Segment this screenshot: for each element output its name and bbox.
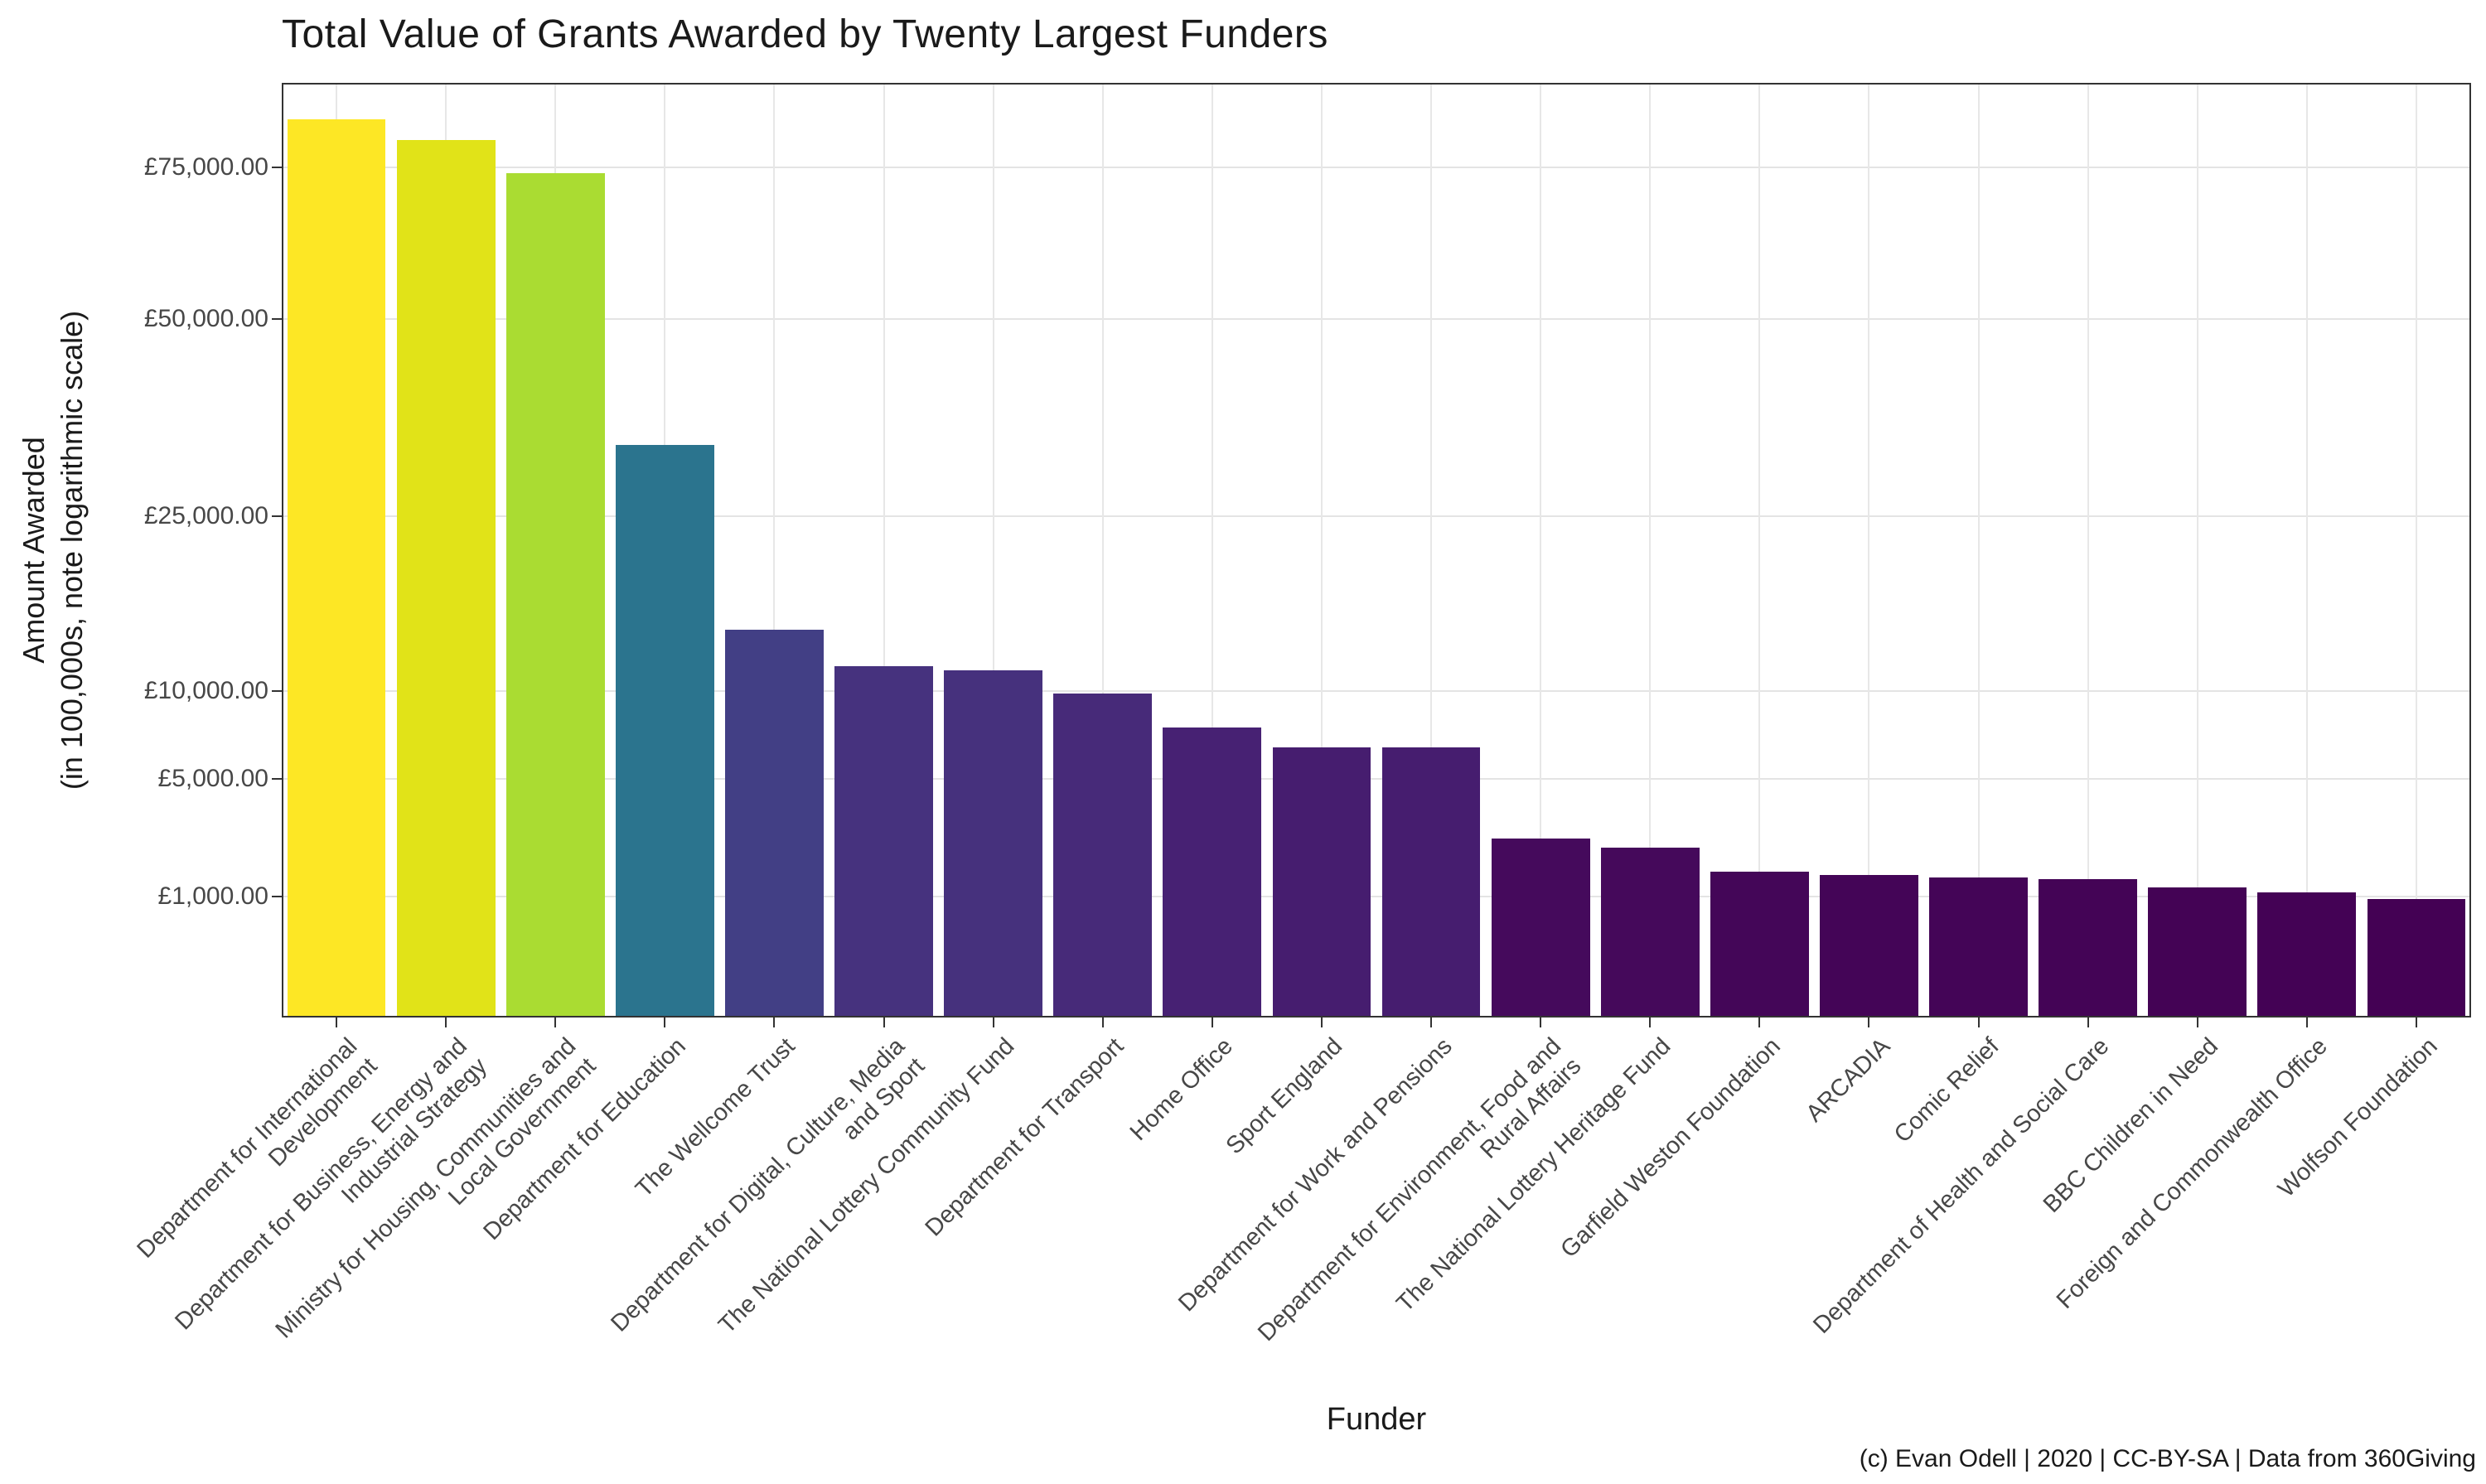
x-axis-tick <box>883 1018 885 1027</box>
x-axis-tick <box>2196 1018 2198 1027</box>
v-gridline <box>1540 83 1542 1018</box>
v-gridline <box>2087 83 2089 1018</box>
x-axis-tick <box>1430 1018 1433 1027</box>
x-axis-tick <box>1868 1018 1870 1027</box>
bar <box>2367 899 2466 1018</box>
x-axis-tick <box>2415 1018 2417 1027</box>
v-gridline <box>1758 83 1761 1018</box>
v-gridline <box>883 83 885 1018</box>
y-axis-tick <box>272 689 282 692</box>
y-tick-label: £10,000.00 <box>143 676 268 704</box>
x-tick-label: Home Office <box>1125 1032 1239 1146</box>
v-gridline <box>1868 83 1870 1018</box>
v-gridline <box>1977 83 1980 1018</box>
x-axis-tick <box>1977 1018 1980 1027</box>
chart-title: Total Value of Grants Awarded by Twenty … <box>282 12 1328 56</box>
v-gridline <box>773 83 776 1018</box>
v-gridline <box>992 83 994 1018</box>
x-axis-tick <box>1320 1018 1323 1027</box>
bar <box>1600 847 1700 1018</box>
x-axis-tick <box>664 1018 666 1027</box>
y-axis-tick <box>272 896 282 898</box>
x-axis-tick <box>1540 1018 1542 1027</box>
v-gridline <box>1649 83 1652 1018</box>
y-axis-tick <box>272 167 282 169</box>
x-axis-tick <box>2087 1018 2089 1027</box>
h-gridline <box>282 167 2471 169</box>
y-axis-tick <box>272 515 282 517</box>
bar <box>834 666 933 1018</box>
x-axis-tick <box>1758 1018 1761 1027</box>
v-gridline <box>1211 83 1213 1018</box>
bar <box>615 445 714 1018</box>
x-tick-label: Comic Relief <box>1889 1032 2005 1148</box>
bar <box>1929 877 2028 1018</box>
y-tick-label: £5,000.00 <box>157 765 268 793</box>
v-gridline <box>1430 83 1433 1018</box>
h-gridline <box>282 515 2471 517</box>
y-tick-label: £50,000.00 <box>143 304 268 332</box>
y-axis-title: Amount Awarded (in 100,000s, note logari… <box>17 310 89 790</box>
x-axis-tick <box>336 1018 338 1027</box>
bar <box>1053 694 1153 1018</box>
bar <box>1820 875 1918 1018</box>
bar <box>396 140 496 1018</box>
x-axis-tick <box>2305 1018 2308 1027</box>
x-tick-label: Department for Transport <box>920 1032 1129 1242</box>
x-axis-tick <box>445 1018 447 1027</box>
plot-panel-background <box>282 83 2471 1018</box>
bar <box>944 670 1043 1018</box>
h-gridline <box>282 317 2471 320</box>
x-tick-label: ARCADIA <box>1800 1032 1895 1128</box>
y-axis-tick <box>272 317 282 320</box>
bar <box>2257 892 2357 1018</box>
bar <box>1163 727 1262 1018</box>
x-axis-tick <box>773 1018 776 1027</box>
bar <box>1381 747 1481 1018</box>
y-tick-label: £25,000.00 <box>143 501 268 529</box>
h-gridline <box>282 896 2471 898</box>
bar <box>2039 879 2138 1018</box>
x-axis-tick <box>554 1018 557 1027</box>
bar <box>2148 887 2247 1018</box>
bar <box>1272 747 1371 1018</box>
y-axis-tick <box>272 778 282 781</box>
x-tick-label: Garfield Weston Foundation <box>1555 1032 1786 1264</box>
v-gridline <box>2415 83 2417 1018</box>
chart-caption: (c) Evan Odell | 2020 | CC-BY-SA | Data … <box>1859 1445 2476 1472</box>
h-gridline <box>282 689 2471 692</box>
x-axis-tick <box>1649 1018 1652 1027</box>
x-axis-title: Funder <box>1326 1402 1427 1437</box>
bar <box>287 119 386 1018</box>
bar <box>505 172 605 1018</box>
v-gridline <box>1101 83 1104 1018</box>
x-axis-tick <box>992 1018 994 1027</box>
x-axis-tick <box>1211 1018 1213 1027</box>
y-tick-label: £1,000.00 <box>157 882 268 911</box>
bar <box>1710 871 1809 1018</box>
bar <box>725 629 824 1018</box>
bar <box>1491 838 1590 1018</box>
h-gridline <box>282 778 2471 781</box>
x-axis-tick <box>1101 1018 1104 1027</box>
y-tick-label: £75,000.00 <box>143 153 268 181</box>
v-gridline <box>1320 83 1323 1018</box>
v-gridline <box>2196 83 2198 1018</box>
v-gridline <box>2305 83 2308 1018</box>
